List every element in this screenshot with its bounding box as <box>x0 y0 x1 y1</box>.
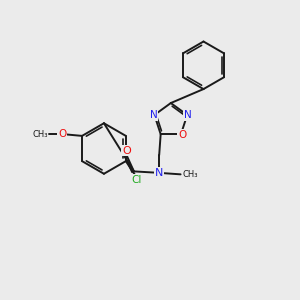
Text: N: N <box>150 110 158 120</box>
Text: N: N <box>155 168 164 178</box>
Text: Cl: Cl <box>131 175 141 185</box>
Text: O: O <box>122 146 131 156</box>
Text: O: O <box>58 129 66 140</box>
Text: O: O <box>178 130 186 140</box>
Text: CH₃: CH₃ <box>32 130 48 139</box>
Text: N: N <box>184 110 192 120</box>
Text: CH₃: CH₃ <box>182 170 198 179</box>
